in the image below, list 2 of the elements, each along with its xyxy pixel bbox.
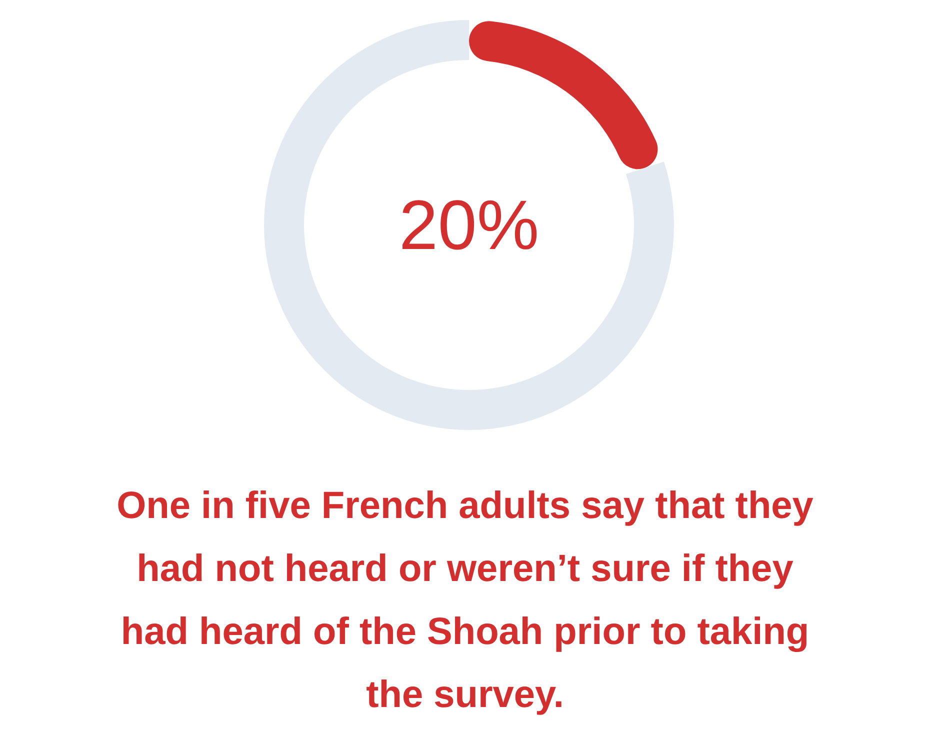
text: One in five French adults say that they had not heard or weren’t sure if they had heard of the Shoah prior to taking the survey. xyxy=(116,485,814,716)
data-label: 20% xyxy=(398,186,540,264)
